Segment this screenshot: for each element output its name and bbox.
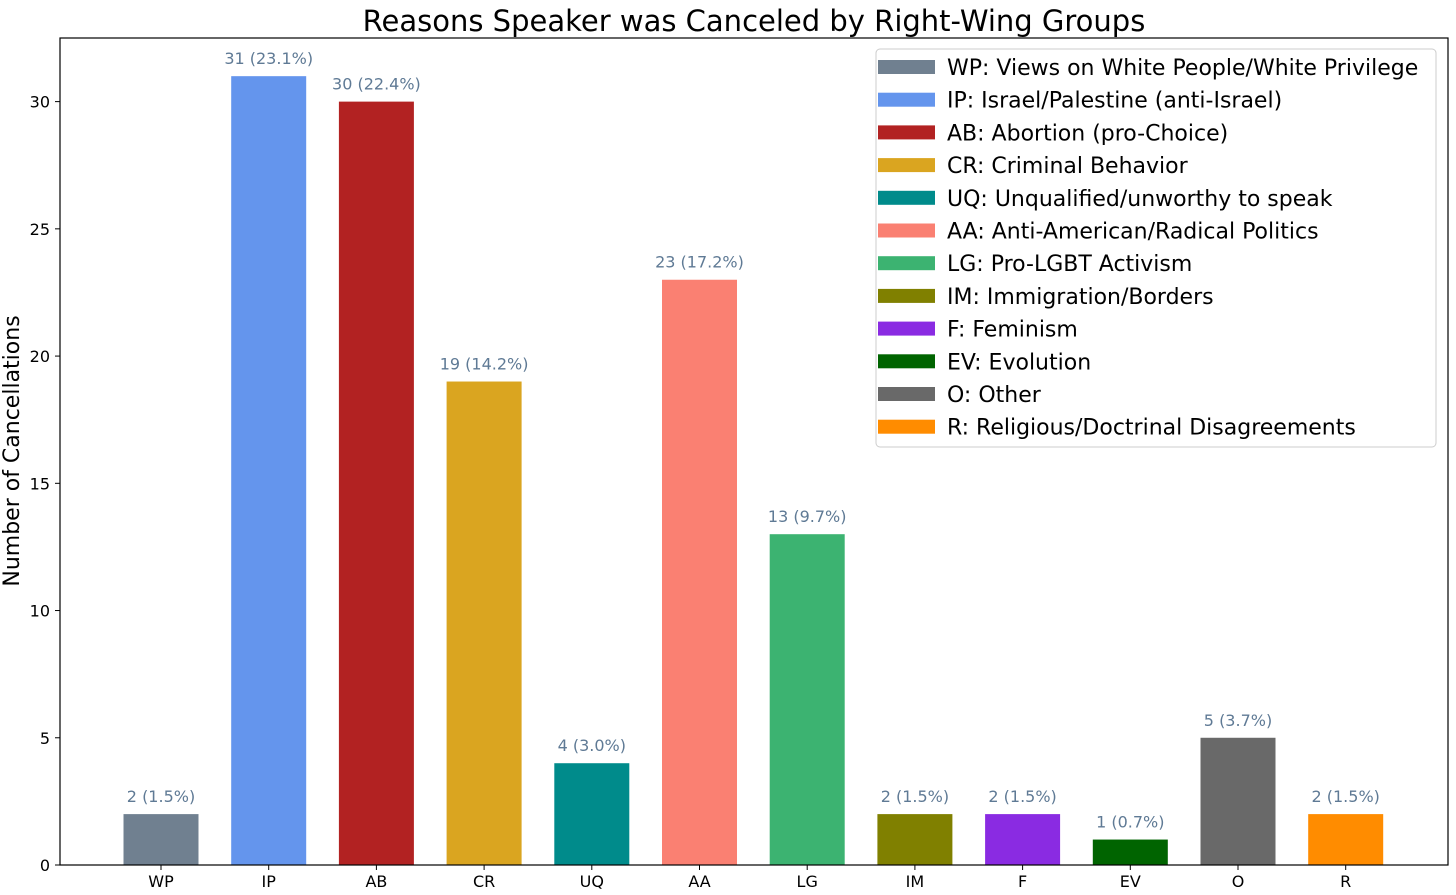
- data-label-f: 2 (1.5%): [988, 787, 1056, 806]
- legend-swatch-wp: [878, 60, 935, 74]
- chart-title: Reasons Speaker was Canceled by Right-Wi…: [363, 4, 1146, 38]
- legend-entry-f: F: Feminism: [947, 318, 1078, 343]
- y-tick-label: 0: [40, 856, 50, 875]
- legend-entry-o: O: Other: [947, 383, 1042, 408]
- x-tick-label-o: O: [1232, 872, 1245, 891]
- legend-swatch-ab: [878, 125, 935, 140]
- legend-swatch-r: [878, 419, 935, 434]
- y-tick-label: 25: [30, 220, 50, 239]
- plot-frame: [59, 37, 1449, 866]
- bar-ab: [338, 101, 414, 866]
- x-tick-label-ev: EV: [1120, 872, 1141, 891]
- data-label-im: 2 (1.5%): [881, 787, 949, 806]
- bar-lg: [769, 534, 845, 865]
- y-axis-label: Number of Cancellations: [0, 315, 25, 586]
- data-label-lg: 13 (9.7%): [768, 507, 847, 526]
- legend-swatch-aa: [878, 223, 935, 238]
- legend-swatch-lg: [878, 256, 935, 271]
- x-tick-label-im: IM: [906, 872, 925, 891]
- data-label-o: 5 (3.7%): [1204, 711, 1272, 730]
- data-label-ev: 1 (0.7%): [1096, 813, 1164, 832]
- legend-swatch-cr: [878, 158, 935, 173]
- legend-swatch-f: [878, 321, 935, 336]
- y-tick-label: 5: [40, 729, 50, 748]
- x-tick-label-ab: AB: [365, 872, 387, 891]
- x-tick-label-r: R: [1340, 872, 1351, 891]
- bar-ev: [1092, 839, 1168, 865]
- legend-entry-cr: CR: Criminal Behavior: [947, 154, 1189, 179]
- x-tick-label-uq: UQ: [580, 872, 604, 891]
- bar-im: [877, 814, 953, 865]
- data-label-uq: 4 (3.0%): [558, 736, 626, 755]
- bars-group: [123, 76, 1384, 866]
- y-axis-ticks: 0 5 10 15 20 25 30: [30, 93, 60, 875]
- x-tick-label-cr: CR: [473, 872, 495, 891]
- x-tick-label-wp: WP: [148, 872, 174, 891]
- x-tick-label-aa: AA: [688, 872, 710, 891]
- bar-o: [1200, 737, 1276, 865]
- y-tick-label: 20: [30, 347, 50, 366]
- data-label-aa: 23 (17.2%): [655, 253, 744, 272]
- bar-cr: [446, 381, 522, 865]
- legend-entry-lg: LG: Pro-LGBT Activism: [947, 252, 1192, 277]
- bar-r: [1308, 814, 1384, 865]
- legend-entry-aa: AA: Anti-American/Radical Politics: [947, 220, 1319, 245]
- y-tick-label: 15: [30, 474, 50, 493]
- legend-entry-ip: IP: Israel/Palestine (anti-Israel): [947, 89, 1282, 114]
- bar-uq: [554, 763, 630, 865]
- data-label-cr: 19 (14.2%): [440, 355, 529, 374]
- legend: WP: Views on White People/White Privileg…: [875, 48, 1437, 448]
- legend-items: WP: Views on White People/White Privileg…: [878, 56, 1418, 441]
- legend-entry-im: IM: Immigration/Borders: [947, 285, 1214, 310]
- bar-aa: [662, 279, 737, 865]
- bar-wp: [123, 814, 199, 865]
- data-label-ab: 30 (22.4%): [332, 75, 421, 94]
- y-tick-label: 10: [30, 602, 50, 621]
- legend-box: [875, 48, 1437, 448]
- legend-swatch-o: [878, 387, 935, 401]
- x-axis-ticks: WP IP AB CR UQ AA LG IM F EV O R: [148, 865, 1351, 891]
- legend-entry-ab: AB: Abortion (pro-Choice): [947, 121, 1228, 146]
- data-label-wp: 2 (1.5%): [127, 787, 195, 806]
- legend-entry-uq: UQ: Unqualified/unworthy to speak: [947, 187, 1333, 212]
- x-tick-label-lg: LG: [797, 872, 818, 891]
- data-label-r: 2 (1.5%): [1311, 787, 1379, 806]
- legend-swatch-uq: [878, 190, 935, 205]
- bar-f: [985, 814, 1061, 865]
- data-labels-group: 2 (1.5%) 31 (23.1%) 30 (22.4%) 19 (14.2%) 4 …: [127, 49, 1380, 831]
- x-tick-label-f: F: [1018, 872, 1027, 891]
- y-tick-label: 30: [30, 93, 50, 112]
- legend-entry-r: R: Religious/Doctrinal Disagreements: [947, 416, 1356, 441]
- x-tick-label-ip: IP: [262, 872, 277, 891]
- bar-ip: [231, 76, 307, 865]
- legend-swatch-ev: [878, 354, 935, 369]
- data-label-ip: 31 (23.1%): [224, 49, 313, 68]
- legend-entry-wp: WP: Views on White People/White Privileg…: [947, 56, 1418, 81]
- legend-swatch-im: [878, 288, 935, 303]
- legend-swatch-ip: [878, 92, 935, 107]
- legend-entry-ev: EV: Evolution: [947, 350, 1091, 375]
